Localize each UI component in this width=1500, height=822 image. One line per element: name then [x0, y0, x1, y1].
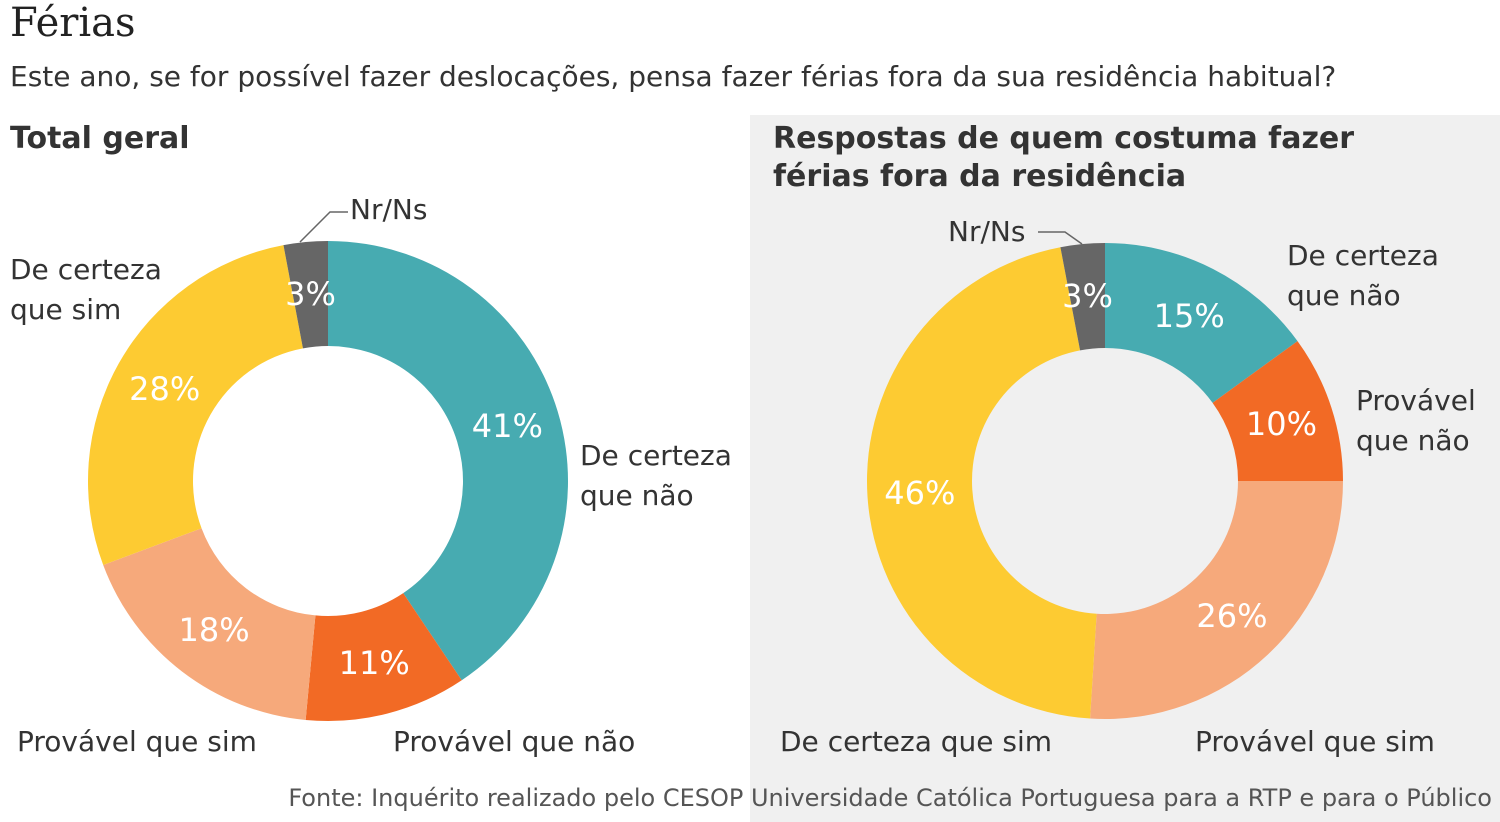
category-label: Provável que sim: [17, 725, 257, 758]
chart-title: Total geral: [10, 121, 190, 156]
category-label: Provável que não: [1356, 384, 1476, 457]
value-label: 15%: [1153, 296, 1225, 335]
chart-title: Respostas de quem costuma fazer férias f…: [773, 121, 1355, 194]
category-label: Nr/Ns: [948, 215, 1026, 248]
leader-line: [1038, 231, 1083, 245]
donut-segment: [103, 528, 316, 720]
category-label: De certeza que não: [1287, 239, 1439, 312]
source: Fonte: Inquérito realizado pelo CESOP Un…: [288, 784, 1492, 812]
value-label: 11%: [338, 643, 410, 682]
donut-segment: [283, 241, 328, 349]
value-label: 46%: [884, 473, 956, 512]
category-label: Provável que sim: [1195, 725, 1435, 758]
value-label: 26%: [1196, 597, 1268, 636]
category-label: De certeza que sim: [780, 725, 1053, 758]
page-subtitle: Este ano, se for possível fazer deslocaç…: [10, 60, 1337, 93]
donut-segment: [328, 241, 568, 681]
leader-line: [299, 211, 348, 243]
donut-segment: [1105, 243, 1298, 403]
category-label: Provável que não: [393, 725, 636, 758]
value-label: 18%: [178, 610, 250, 649]
category-label: Nr/Ns: [350, 193, 428, 226]
category-label: De certeza que não: [580, 439, 732, 512]
value-label: 3%: [285, 275, 336, 314]
donut-segment: [1212, 341, 1343, 481]
page-title: Férias: [10, 0, 136, 46]
value-label: 28%: [129, 369, 201, 408]
donut-segment: [305, 593, 462, 721]
donut-segment: [1090, 481, 1343, 719]
value-label: 41%: [471, 407, 543, 446]
donut-segment: [1060, 243, 1105, 351]
value-label: 10%: [1245, 404, 1317, 443]
donut-segment: [867, 247, 1097, 719]
donut-segment: [87, 245, 303, 566]
value-label: 3%: [1062, 277, 1113, 316]
category-label: De certeza que sim: [10, 253, 162, 326]
